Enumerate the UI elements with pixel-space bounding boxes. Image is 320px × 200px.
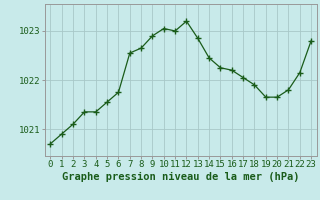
X-axis label: Graphe pression niveau de la mer (hPa): Graphe pression niveau de la mer (hPa) xyxy=(62,172,300,182)
